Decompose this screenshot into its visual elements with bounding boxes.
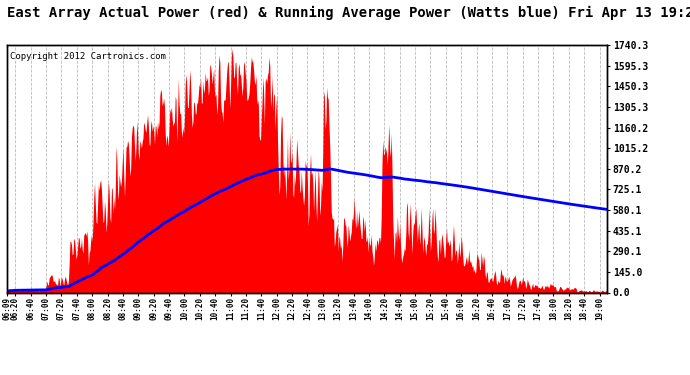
Text: Copyright 2012 Cartronics.com: Copyright 2012 Cartronics.com <box>10 53 166 62</box>
Text: East Array Actual Power (red) & Running Average Power (Watts blue) Fri Apr 13 19: East Array Actual Power (red) & Running … <box>7 6 690 20</box>
